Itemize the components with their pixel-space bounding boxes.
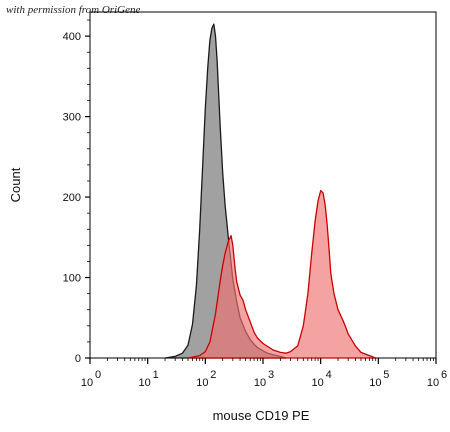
x-tick-label: 10: [139, 377, 151, 389]
x-tick-exponent: 0: [95, 369, 101, 381]
x-axis-label: mouse CD19 PE: [213, 408, 310, 423]
x-tick-label: 10: [81, 377, 93, 389]
x-tick-exponent: 5: [383, 369, 389, 381]
y-tick-label: 300: [63, 112, 81, 124]
x-tick-exponent: 1: [153, 369, 159, 381]
histogram-series-2: [187, 189, 377, 359]
y-tick-label: 100: [63, 273, 81, 285]
x-tick-label: 10: [254, 377, 266, 389]
x-tick-exponent: 4: [326, 369, 332, 381]
watermark-text: with permission from OriGene: [6, 4, 141, 16]
x-tick-label: 10: [312, 377, 324, 389]
x-tick-label: 10: [196, 377, 208, 389]
x-tick-label: 10: [369, 377, 381, 389]
y-axis-label: Count: [8, 167, 23, 202]
x-tick-label: 10: [427, 377, 439, 389]
y-tick-label: 200: [63, 192, 81, 204]
y-tick-label: 0: [75, 353, 81, 365]
x-tick-exponent: 3: [268, 369, 274, 381]
y-tick-label: 400: [63, 31, 81, 43]
plot-frame: [89, 11, 437, 359]
x-tick-exponent: 6: [441, 369, 447, 381]
x-tick-exponent: 2: [210, 369, 216, 381]
